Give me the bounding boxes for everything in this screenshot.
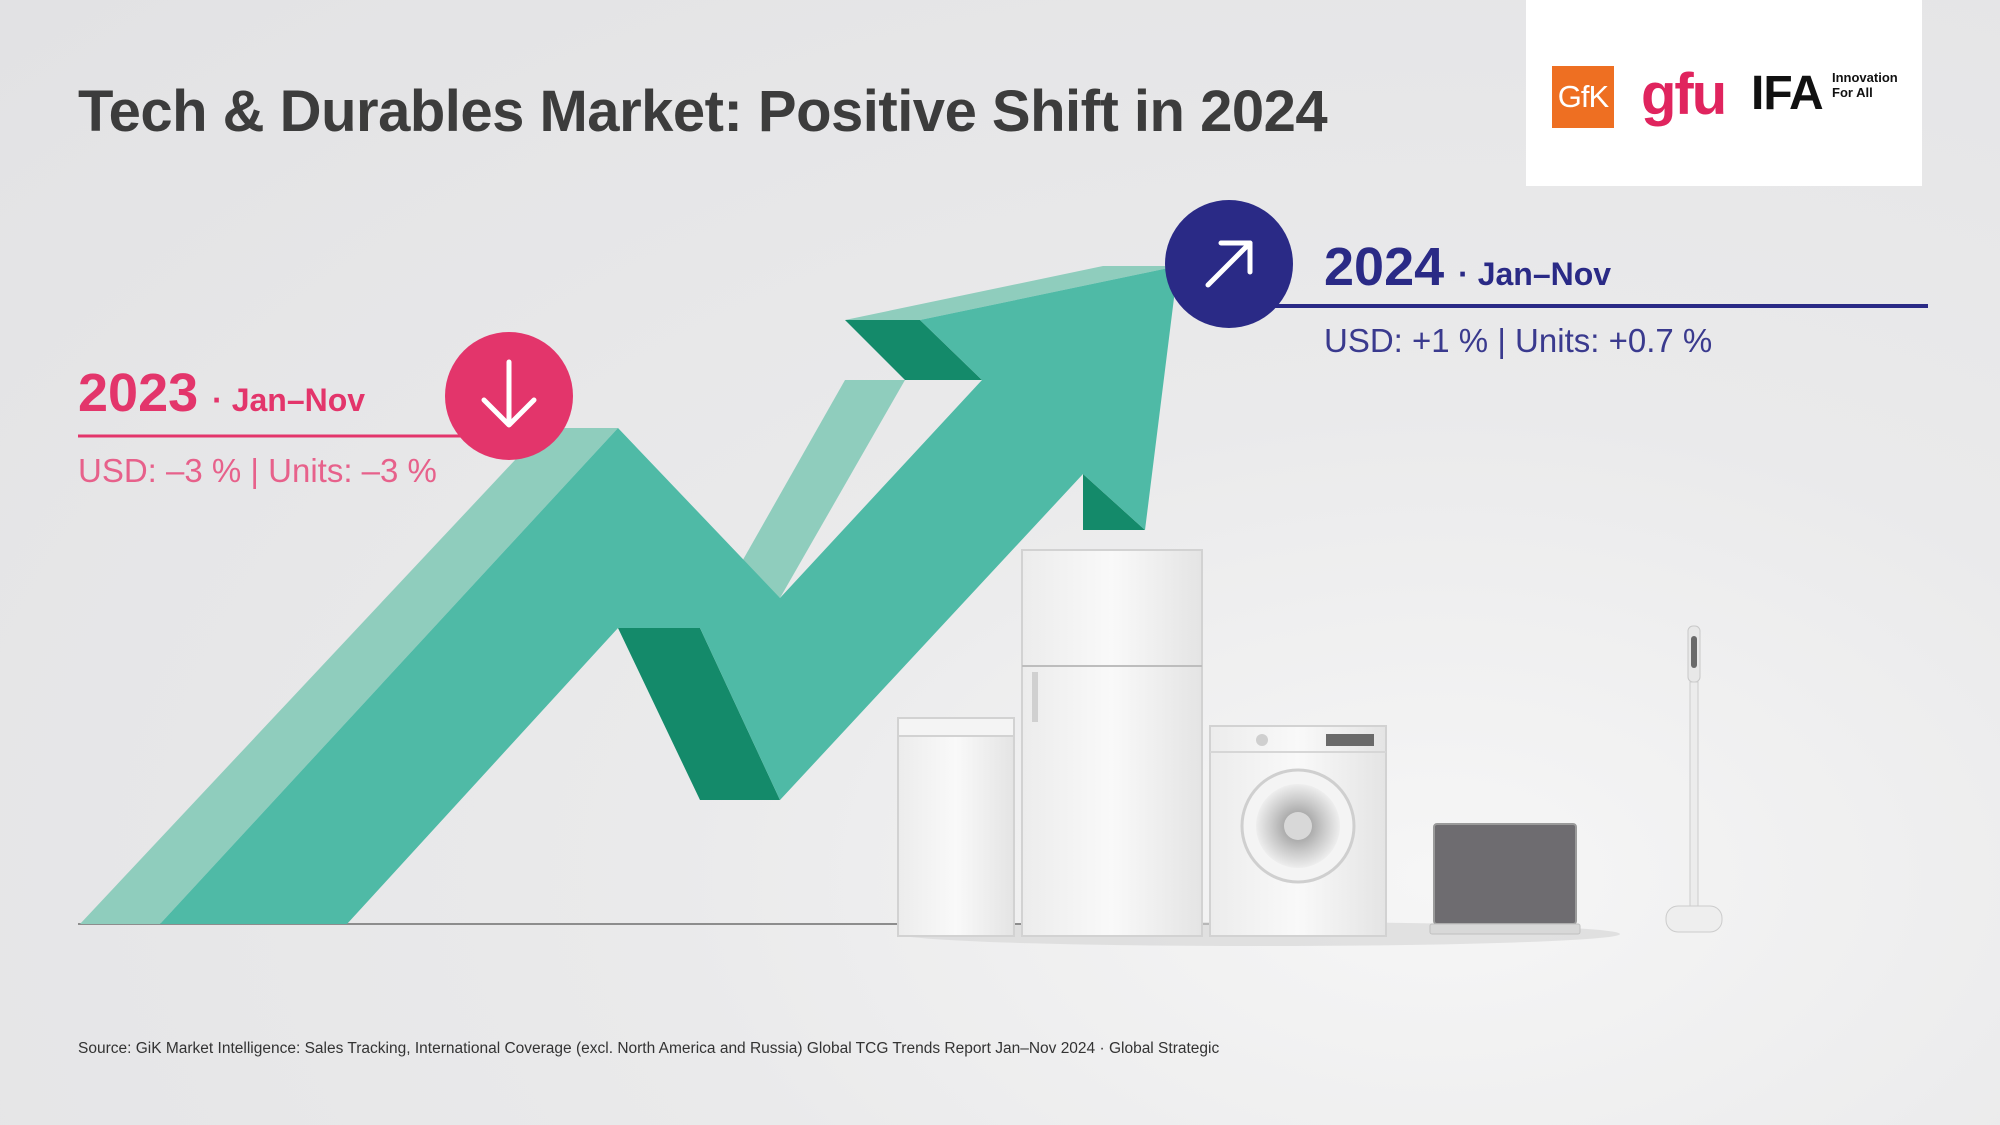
- arrow-down-icon: [445, 332, 573, 460]
- logo-panel: GfK gfu IFA Innovation For All: [1526, 0, 1922, 186]
- year-2023: 2023: [78, 363, 199, 423]
- appliances: [897, 549, 1723, 946]
- metrics-2023: USD: –3 % | Units: –3 %: [78, 452, 437, 489]
- year-2024: 2024: [1324, 237, 1445, 297]
- metrics-2024: USD: +1 % | Units: +0.7 %: [1324, 322, 1713, 359]
- arrow-dark-side-2: [845, 320, 982, 380]
- ifa-tagline: Innovation For All: [1832, 70, 1898, 100]
- source-note: Source: GiK Market Intelligence: Sales T…: [78, 1040, 1220, 1057]
- ifa-logo: IFA: [1751, 67, 1824, 120]
- laptop: [1429, 823, 1581, 935]
- gfu-logo: gfu: [1641, 62, 1727, 127]
- arrow-main-face: [160, 266, 1178, 924]
- stick-vacuum: [1665, 625, 1723, 933]
- arrow-up-right-icon: [1165, 200, 1293, 328]
- arrow-light-face-2: [740, 380, 905, 598]
- year-2023-heading: 2023 · Jan–Nov: [78, 362, 365, 424]
- chest-freezer: [897, 717, 1015, 937]
- arrow-light-head: [845, 266, 1178, 320]
- washing-machine: [1209, 725, 1387, 937]
- gfk-logo: GfK: [1552, 66, 1614, 128]
- period-2024: · Jan–Nov: [1458, 256, 1612, 292]
- year-2024-heading: 2024 · Jan–Nov: [1324, 236, 1611, 298]
- arrow-dark-side-1: [618, 628, 780, 800]
- page-title: Tech & Durables Market: Positive Shift i…: [78, 79, 1328, 144]
- refrigerator: [1021, 549, 1203, 937]
- growth-arrow: [80, 266, 1178, 924]
- arrow-light-face: [80, 428, 618, 924]
- period-2023: · Jan–Nov: [212, 382, 366, 418]
